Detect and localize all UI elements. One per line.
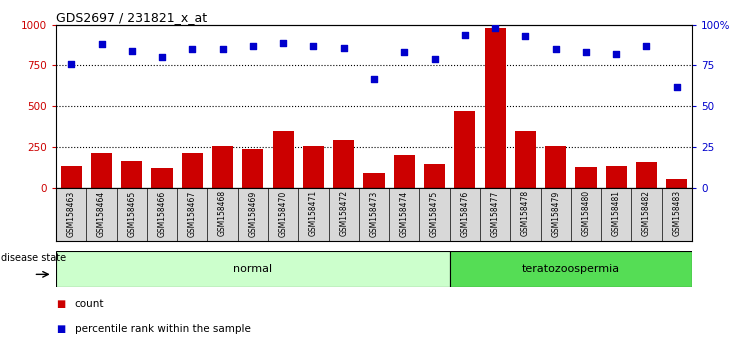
Point [550, 46, 562, 52]
Text: count: count [75, 299, 104, 309]
Bar [121, 161, 142, 188]
Point [489, 25, 501, 31]
Bar [242, 149, 263, 188]
Text: GSM158465: GSM158465 [127, 190, 136, 236]
Point [580, 50, 592, 55]
Text: ■: ■ [56, 299, 65, 309]
Bar [212, 146, 233, 188]
Text: GSM158474: GSM158474 [399, 190, 408, 236]
Text: GSM158467: GSM158467 [188, 190, 197, 236]
Point [671, 84, 683, 90]
Text: GSM158480: GSM158480 [581, 190, 590, 236]
Text: ■: ■ [56, 324, 65, 334]
Point [217, 46, 229, 52]
Bar [450, 251, 692, 287]
Text: GSM158463: GSM158463 [67, 190, 76, 236]
Point [278, 40, 289, 46]
Point [126, 48, 138, 54]
Bar [91, 153, 112, 188]
Text: GSM158471: GSM158471 [309, 190, 318, 236]
Bar [424, 164, 445, 188]
Text: GSM158469: GSM158469 [248, 190, 257, 236]
Text: GSM158482: GSM158482 [642, 190, 651, 236]
Bar [151, 168, 173, 188]
Text: GSM158479: GSM158479 [551, 190, 560, 236]
Text: teratozoospermia: teratozoospermia [522, 264, 620, 274]
Point [338, 45, 350, 50]
Point [247, 43, 259, 49]
Bar [545, 146, 566, 188]
Bar [182, 153, 203, 188]
Text: GSM158475: GSM158475 [430, 190, 439, 236]
Text: normal: normal [233, 264, 272, 274]
Bar [56, 251, 450, 287]
Bar [515, 131, 536, 188]
Text: GSM158468: GSM158468 [218, 190, 227, 236]
Text: GSM158478: GSM158478 [521, 190, 530, 236]
Text: percentile rank within the sample: percentile rank within the sample [75, 324, 251, 334]
Point [186, 46, 198, 52]
Bar [666, 179, 687, 188]
Text: GSM158466: GSM158466 [158, 190, 167, 236]
Text: GSM158477: GSM158477 [491, 190, 500, 236]
Text: GSM158470: GSM158470 [279, 190, 288, 236]
Point [640, 43, 652, 49]
Text: GSM158481: GSM158481 [612, 190, 621, 236]
Text: disease state: disease state [1, 253, 66, 263]
Text: GSM158473: GSM158473 [370, 190, 378, 236]
Point [429, 56, 441, 62]
Point [398, 50, 410, 55]
Text: GSM158476: GSM158476 [460, 190, 469, 236]
Point [65, 61, 77, 67]
Bar [636, 162, 657, 188]
Point [307, 43, 319, 49]
Bar [485, 28, 506, 188]
Bar [393, 155, 415, 188]
Text: GSM158472: GSM158472 [340, 190, 349, 236]
Point [519, 33, 531, 39]
Bar [61, 166, 82, 188]
Bar [272, 131, 294, 188]
Text: GSM158464: GSM158464 [97, 190, 106, 236]
Bar [333, 139, 355, 188]
Point [459, 32, 470, 38]
Bar [364, 173, 384, 188]
Point [156, 55, 168, 60]
Bar [606, 166, 627, 188]
Point [96, 41, 108, 47]
Text: GSM158483: GSM158483 [672, 190, 681, 236]
Bar [454, 111, 476, 188]
Bar [303, 146, 324, 188]
Text: GDS2697 / 231821_x_at: GDS2697 / 231821_x_at [56, 11, 207, 24]
Bar [575, 167, 596, 188]
Point [368, 76, 380, 81]
Point [610, 51, 622, 57]
